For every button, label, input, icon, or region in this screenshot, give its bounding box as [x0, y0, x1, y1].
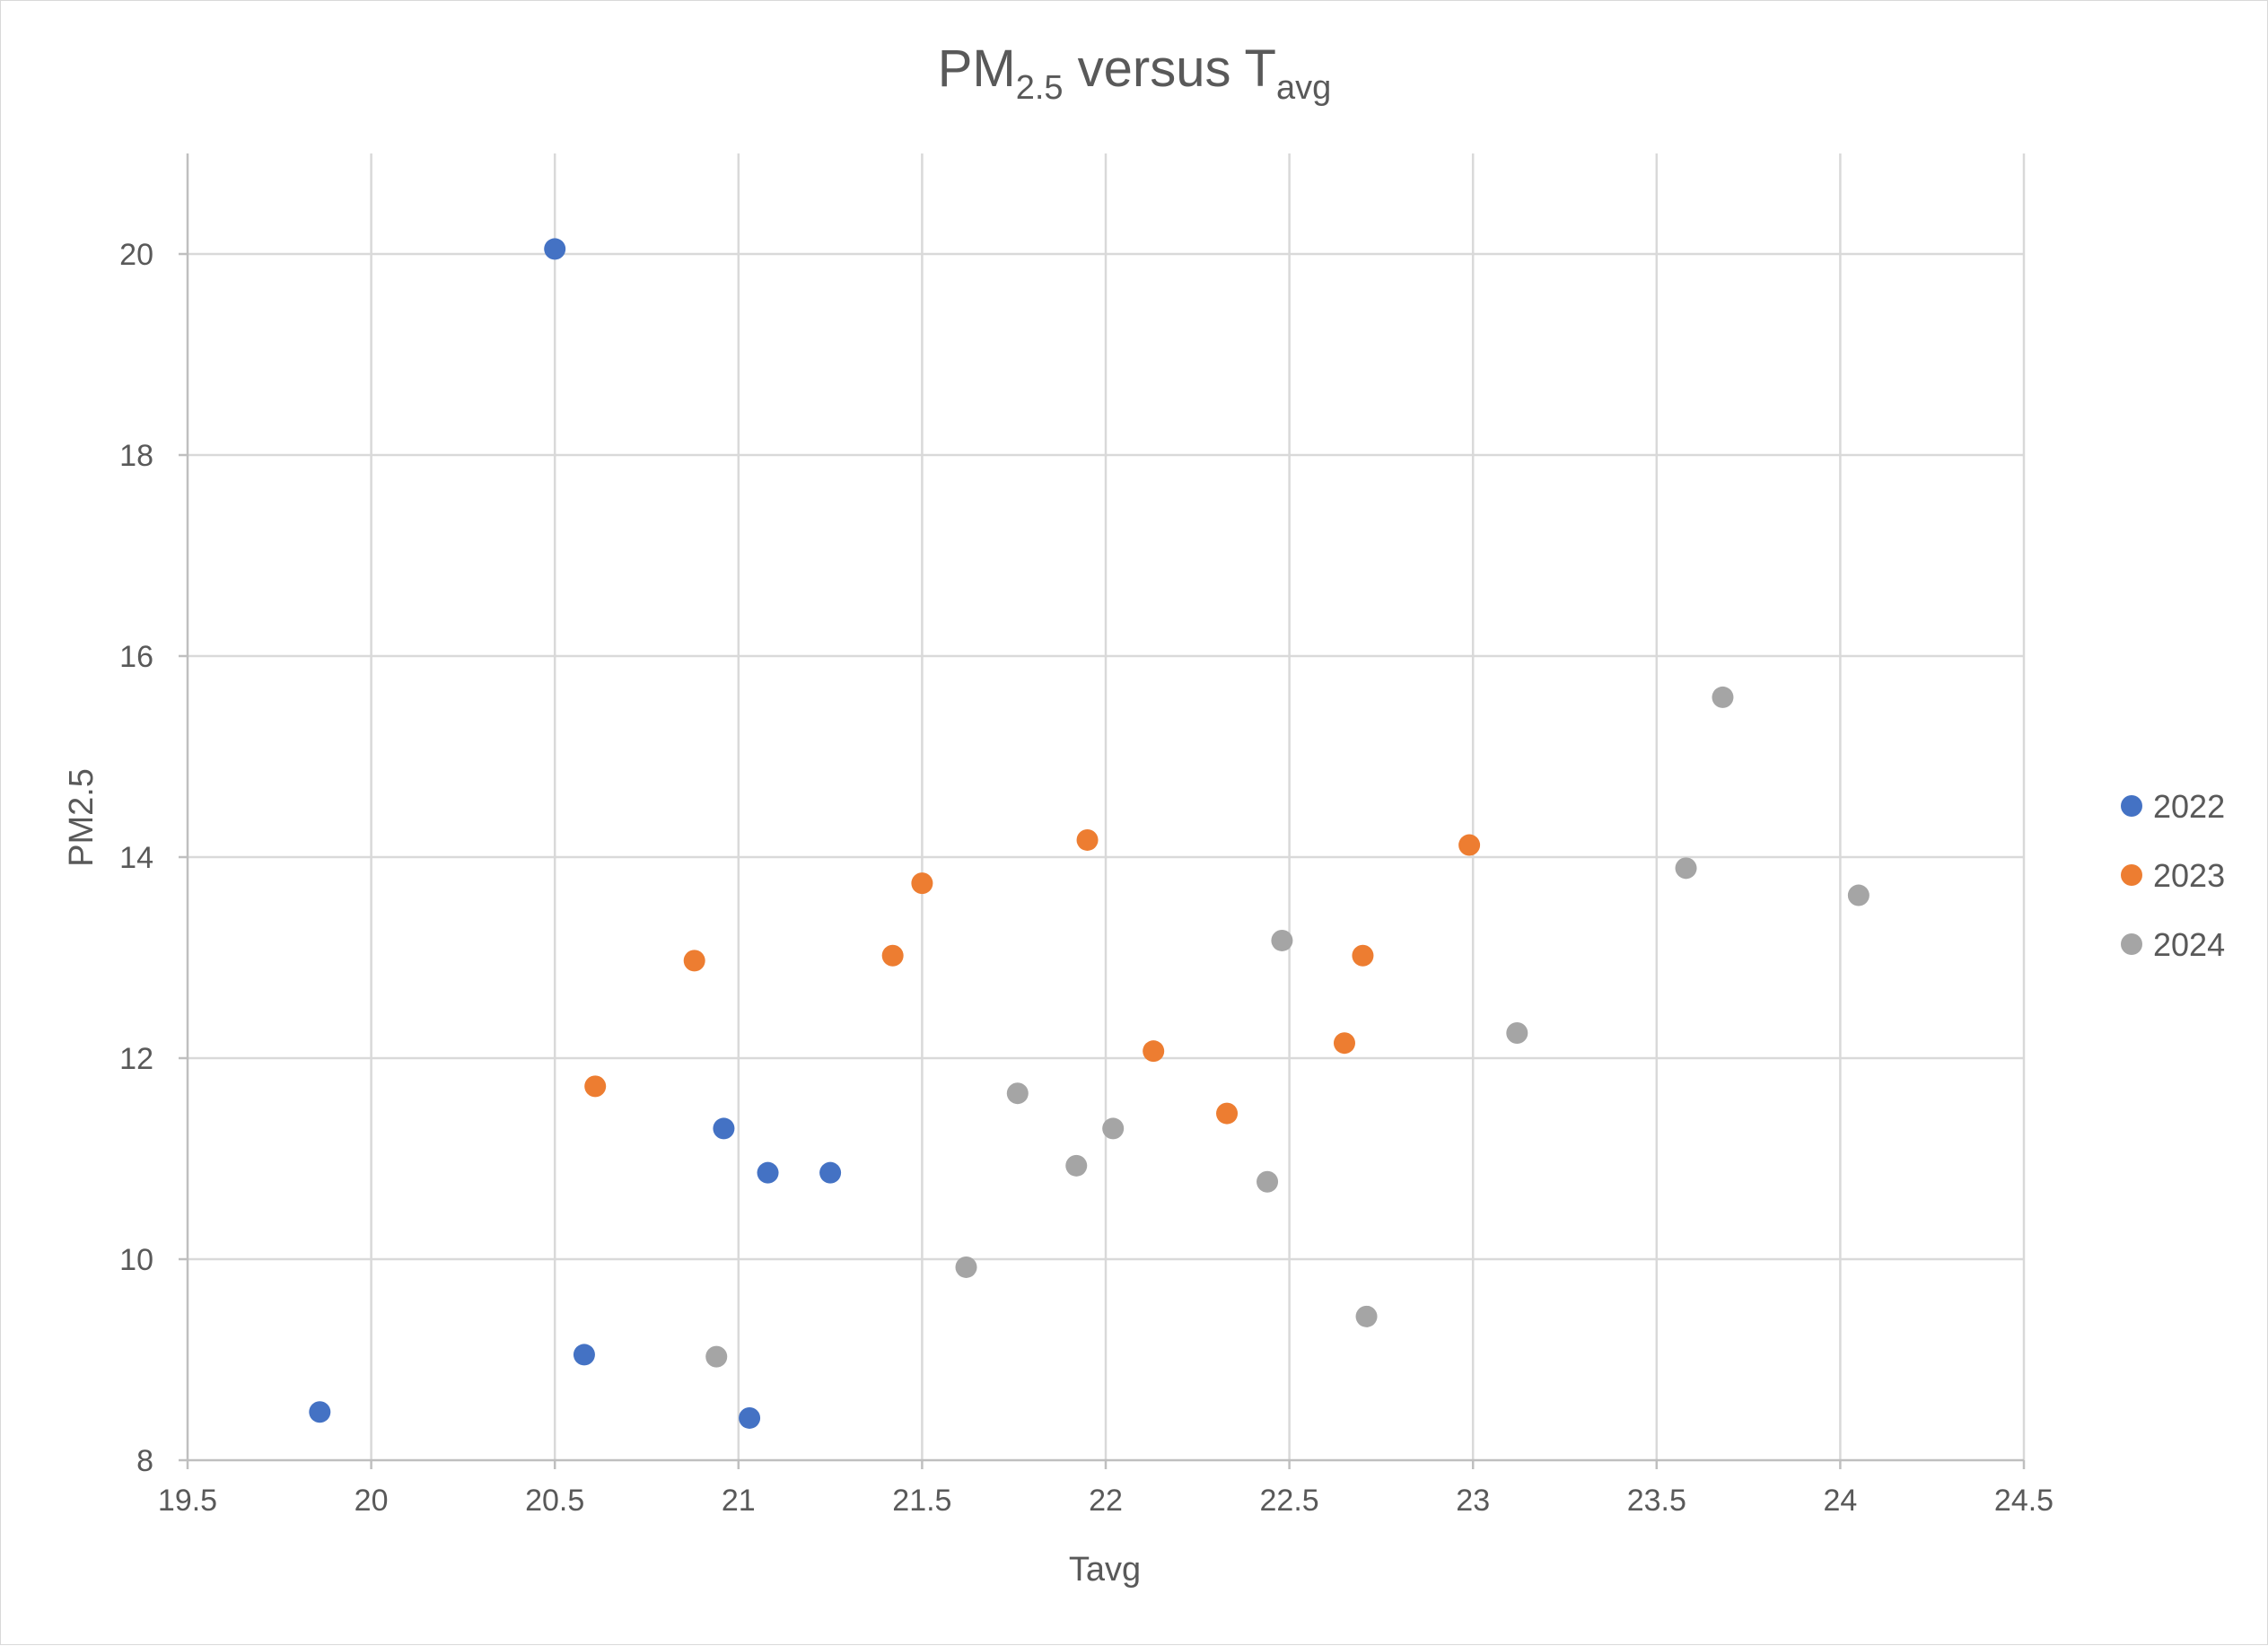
- scatter-point-2022: [573, 1344, 595, 1366]
- y-tick-label: 20: [119, 238, 153, 272]
- chart-title: PM2.5 versus Tavg: [938, 39, 1332, 107]
- y-tick-label: 14: [119, 841, 153, 875]
- y-tick-label: 8: [136, 1444, 153, 1478]
- y-tick-label: 16: [119, 640, 153, 674]
- scatter-point-2022: [309, 1401, 331, 1423]
- x-axis-title: Tavg: [1069, 1551, 1141, 1589]
- scatter-point-2024: [1271, 929, 1293, 951]
- legend-label-2024: 2024: [2153, 926, 2225, 963]
- scatter-point-2023: [1352, 944, 1374, 967]
- x-tick-label: 23.5: [1627, 1484, 1686, 1518]
- y-axis-title: PM2.5: [63, 768, 101, 867]
- scatter-point-2024: [1675, 857, 1697, 880]
- scatter-point-2024: [955, 1256, 977, 1278]
- scatter-point-2022: [757, 1161, 779, 1184]
- x-tick-label: 23: [1456, 1484, 1490, 1518]
- scatter-point-2024: [1006, 1082, 1029, 1105]
- scatter-point-2024: [1712, 686, 1734, 708]
- y-tick-label: 18: [119, 439, 153, 473]
- scatter-point-2024: [1257, 1170, 1279, 1193]
- scatter-point-2023: [1216, 1102, 1239, 1125]
- legend-marker-2023: [2121, 864, 2142, 886]
- scatter-point-2024: [1355, 1305, 1378, 1327]
- legend-marker-2024: [2121, 933, 2142, 955]
- scatter-point-2022: [819, 1161, 842, 1184]
- x-tick-label: 21: [722, 1484, 756, 1518]
- legend-marker-2022: [2121, 795, 2142, 817]
- legend-label-2022: 2022: [2153, 788, 2225, 825]
- x-tick-label: 22: [1089, 1484, 1123, 1518]
- scatter-point-2024: [1102, 1117, 1125, 1140]
- gridlines: [188, 153, 2026, 1460]
- scatter-point-2023: [881, 944, 904, 967]
- scatter-point-2024: [705, 1345, 728, 1368]
- x-axis-tick-labels: 19.5 20 20.5 21 21.5 22 22.5 23 23.5 24 24.5: [158, 1484, 2053, 1518]
- scatter-point-2022: [713, 1117, 735, 1140]
- legend: 2022 2023 2024: [2121, 788, 2225, 963]
- x-tick-label: 20: [355, 1484, 389, 1518]
- legend-label-2023: 2023: [2153, 857, 2225, 894]
- scatter-point-2023: [584, 1075, 607, 1098]
- scatter-point-2023: [1458, 834, 1481, 856]
- y-tick-label: 12: [119, 1042, 153, 1076]
- scatter-point-2023: [911, 872, 933, 895]
- y-axis-tick-labels: 8 10 12 14 16 18 20: [119, 238, 153, 1478]
- scatter-point-2022: [739, 1406, 761, 1429]
- x-tick-label: 19.5: [158, 1484, 217, 1518]
- scatter-point-2023: [683, 950, 705, 972]
- x-tick-label: 20.5: [525, 1484, 584, 1518]
- y-tick-label: 10: [119, 1243, 153, 1277]
- scatter-point-2023: [1076, 828, 1099, 851]
- scatter-point-2024: [1847, 884, 1870, 906]
- axes: [179, 153, 2026, 1469]
- x-tick-label: 24.5: [1994, 1484, 2053, 1518]
- x-tick-label: 22.5: [1260, 1484, 1319, 1518]
- scatter-point-2024: [1065, 1154, 1088, 1177]
- x-tick-label: 24: [1823, 1484, 1857, 1518]
- x-tick-label: 21.5: [892, 1484, 951, 1518]
- scatter-point-2023: [1143, 1040, 1165, 1063]
- scatter-point-2023: [1333, 1032, 1355, 1055]
- scatter-point-2024: [1506, 1022, 1528, 1044]
- data-points: [309, 238, 1870, 1429]
- scatter-point-2022: [544, 238, 566, 260]
